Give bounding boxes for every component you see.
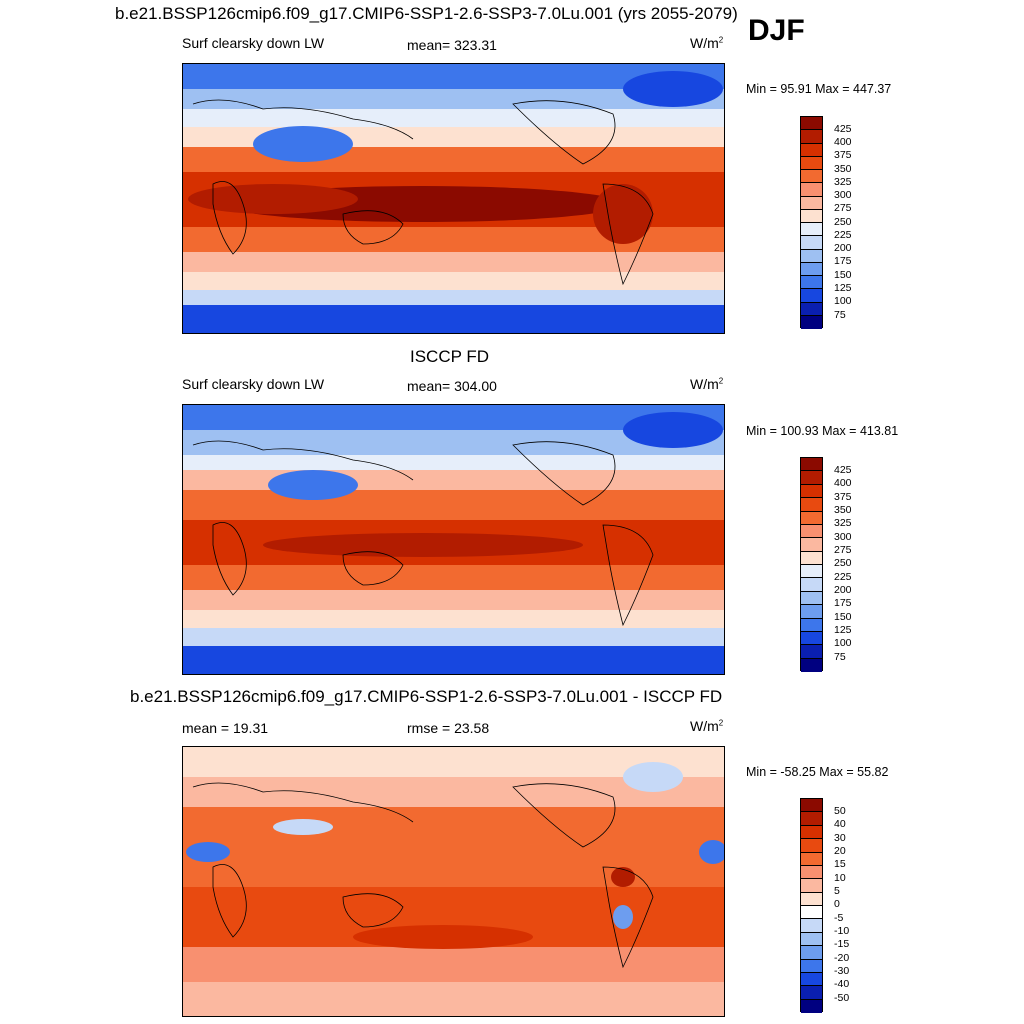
panel-3-rmse-label: rmse = 23.58 bbox=[407, 720, 490, 736]
colorbar-tick: 125 bbox=[834, 624, 852, 636]
panel-3-units: W/m2 bbox=[690, 718, 724, 734]
panel-1-map bbox=[182, 63, 725, 334]
colorbar-tick: 350 bbox=[834, 504, 852, 516]
colorbar-tick: -30 bbox=[834, 965, 850, 977]
panel-2-minmax: Min = 100.93 Max = 413.81 bbox=[746, 424, 899, 438]
colorbar-tick: 400 bbox=[834, 136, 852, 148]
panel-1-units: W/m2 bbox=[690, 35, 724, 51]
panel-1-mean-label: mean= 323.31 bbox=[407, 37, 497, 53]
panel-1-colorbar bbox=[800, 116, 823, 329]
panel-2-variable-label: Surf clearsky down LW bbox=[182, 376, 325, 392]
colorbar-tick: 150 bbox=[834, 269, 852, 281]
colorbar-tick: 300 bbox=[834, 189, 852, 201]
colorbar-tick: -50 bbox=[834, 992, 850, 1004]
panel-3-mean-label: mean = 19.31 bbox=[182, 720, 269, 736]
colorbar-tick: 175 bbox=[834, 597, 852, 609]
panel-2-units: W/m2 bbox=[690, 376, 724, 392]
colorbar-tick: -40 bbox=[834, 978, 850, 990]
colorbar-tick: 100 bbox=[834, 295, 852, 307]
colorbar-tick: 400 bbox=[834, 477, 852, 489]
panel-3-map bbox=[182, 746, 725, 1017]
colorbar-tick: 75 bbox=[834, 309, 846, 321]
colorbar-tick: -20 bbox=[834, 952, 850, 964]
colorbar-tick: 250 bbox=[834, 557, 852, 569]
colorbar-tick: 125 bbox=[834, 282, 852, 294]
colorbar-tick: 300 bbox=[834, 531, 852, 543]
colorbar-tick: 200 bbox=[834, 584, 852, 596]
colorbar-tick: 225 bbox=[834, 571, 852, 583]
season-label: DJF bbox=[748, 14, 805, 47]
colorbar-tick: 0 bbox=[834, 898, 840, 910]
colorbar-tick: 425 bbox=[834, 123, 852, 135]
colorbar-tick: 15 bbox=[834, 858, 846, 870]
colorbar-tick: -15 bbox=[834, 938, 850, 950]
colorbar-tick: 275 bbox=[834, 544, 852, 556]
colorbar-tick: 40 bbox=[834, 818, 846, 830]
panel-2-mean-label: mean= 304.00 bbox=[407, 378, 497, 394]
colorbar-tick: 100 bbox=[834, 637, 852, 649]
colorbar-tick: -5 bbox=[834, 912, 844, 924]
colorbar-tick: 75 bbox=[834, 651, 846, 663]
panel-3-colorbar bbox=[800, 798, 823, 1013]
colorbar-tick: 175 bbox=[834, 255, 852, 267]
colorbar-tick: 325 bbox=[834, 517, 852, 529]
colorbar-tick: 200 bbox=[834, 242, 852, 254]
colorbar-tick: 30 bbox=[834, 832, 846, 844]
colorbar-tick: -10 bbox=[834, 925, 850, 937]
colorbar-tick: 325 bbox=[834, 176, 852, 188]
colorbar-tick: 10 bbox=[834, 872, 846, 884]
colorbar-tick: 275 bbox=[834, 202, 852, 214]
colorbar-tick: 375 bbox=[834, 491, 852, 503]
panel-3-minmax: Min = -58.25 Max = 55.82 bbox=[746, 765, 889, 779]
colorbar-tick: 150 bbox=[834, 611, 852, 623]
panel-2-map bbox=[182, 404, 725, 675]
panel-2-colorbar bbox=[800, 457, 823, 672]
colorbar-tick: 375 bbox=[834, 149, 852, 161]
panel-2-title: ISCCP FD bbox=[410, 347, 490, 366]
colorbar-tick: 225 bbox=[834, 229, 852, 241]
panel-3-title: b.e21.BSSP126cmip6.f09_g17.CMIP6-SSP1-2.… bbox=[130, 687, 723, 706]
panel-1-title: b.e21.BSSP126cmip6.f09_g17.CMIP6-SSP1-2.… bbox=[115, 4, 738, 23]
colorbar-tick: 20 bbox=[834, 845, 846, 857]
colorbar-tick: 250 bbox=[834, 216, 852, 228]
colorbar-tick: 425 bbox=[834, 464, 852, 476]
panel-1-variable-label: Surf clearsky down LW bbox=[182, 35, 325, 51]
panel-1-minmax: Min = 95.91 Max = 447.37 bbox=[746, 82, 892, 96]
colorbar-tick: 5 bbox=[834, 885, 840, 897]
colorbar-tick: 350 bbox=[834, 163, 852, 175]
colorbar-tick: 50 bbox=[834, 805, 846, 817]
